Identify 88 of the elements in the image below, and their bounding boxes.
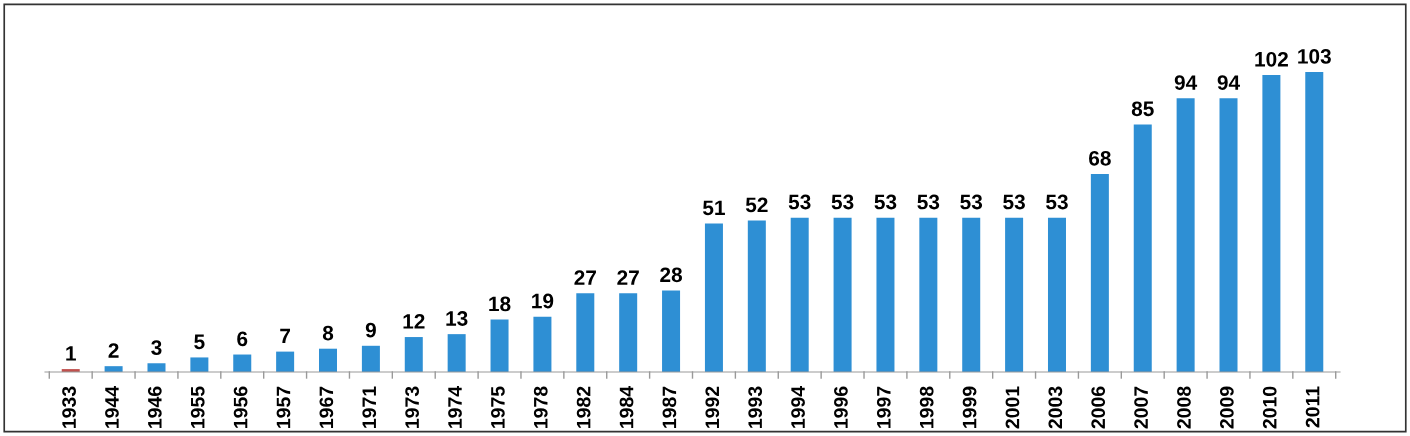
x-tick-label: 1992	[705, 386, 720, 428]
data-label: 13	[446, 311, 468, 326]
data-label: 9	[365, 322, 376, 338]
bar	[876, 217, 895, 372]
bar	[747, 220, 766, 372]
data-label: 85	[1131, 101, 1154, 117]
x-tick-label: 2008	[1177, 386, 1191, 429]
x-tick-label: 1973	[405, 386, 420, 428]
bar	[1262, 74, 1281, 372]
bar	[833, 217, 852, 372]
data-label: 68	[1089, 150, 1111, 166]
data-label: 19	[532, 293, 554, 309]
data-label: 12	[403, 314, 425, 329]
x-tick-label: 1955	[190, 386, 205, 428]
bar	[404, 337, 423, 372]
data-label: 27	[617, 270, 639, 285]
data-label: 94	[1174, 75, 1198, 90]
data-label: 18	[489, 296, 511, 312]
x-tick-label: 1944	[105, 385, 119, 428]
x-tick-label: 2011	[1305, 386, 1320, 428]
x-tick-label: 2009	[1219, 386, 1234, 429]
bar	[1047, 217, 1066, 372]
x-tick-label: 1996	[834, 386, 848, 428]
x-tick-label: 1971	[362, 386, 377, 428]
bar	[319, 348, 338, 372]
x-tick-label: 2006	[1091, 386, 1106, 429]
bar	[1005, 217, 1024, 372]
data-label: 52	[745, 197, 768, 213]
x-tick-label: 2007	[1134, 386, 1148, 429]
x-tick-label: 1975	[490, 386, 505, 428]
data-label: 53	[917, 194, 940, 210]
data-label: 2	[108, 343, 119, 358]
bar	[233, 354, 252, 372]
bar	[1176, 98, 1195, 372]
bar	[662, 290, 681, 372]
x-tick-label: 1957	[276, 386, 291, 428]
x-tick-label: 1997	[876, 386, 891, 428]
x-tick-label: 1982	[576, 386, 591, 428]
x-tick-label: 1984	[619, 385, 634, 428]
data-label: 103	[1298, 48, 1331, 64]
x-tick-label: 1974	[448, 385, 462, 428]
bar	[490, 319, 509, 372]
data-label: 102	[1255, 51, 1288, 67]
data-label: 53	[1003, 194, 1025, 210]
bar	[1219, 98, 1238, 372]
bar	[1090, 173, 1109, 372]
bar	[190, 357, 209, 372]
bar	[1305, 72, 1324, 372]
bar	[619, 293, 638, 372]
data-label: 51	[703, 200, 725, 216]
bar	[361, 345, 380, 372]
x-tick-label: 1967	[319, 386, 334, 428]
bar	[1133, 124, 1152, 372]
x-tick-label: 1946	[147, 386, 162, 428]
data-label: 53	[960, 194, 983, 210]
data-label: 5	[194, 334, 205, 350]
x-tick-label: 1978	[533, 386, 548, 428]
x-tick-label: 2003	[1048, 386, 1063, 429]
x-tick-label: 2001	[1005, 386, 1020, 429]
bar	[576, 293, 595, 372]
x-tick-label: 1999	[962, 386, 977, 428]
bar	[704, 223, 723, 372]
data-label: 8	[322, 325, 334, 341]
bar	[447, 334, 466, 372]
data-label: 94	[1217, 75, 1240, 90]
x-tick-label: 1993	[748, 386, 763, 428]
data-label: 3	[151, 340, 162, 356]
bar	[533, 316, 552, 372]
bar	[276, 351, 295, 372]
x-tick-label: 1956	[233, 386, 248, 428]
x-tick-label: 1994	[791, 385, 805, 428]
x-tick-label: 1987	[662, 386, 677, 428]
data-label: 7	[280, 328, 291, 344]
data-label: 53	[831, 194, 854, 210]
data-label: 53	[874, 194, 897, 210]
x-tick-label: 1998	[919, 386, 934, 428]
data-label: 6	[237, 331, 248, 347]
data-label: 27	[574, 270, 596, 285]
data-label: 53	[788, 194, 811, 210]
bar	[962, 217, 981, 372]
x-tick-label: 2010	[1262, 386, 1277, 429]
x-tick-label: 1933	[62, 386, 76, 428]
bar	[919, 217, 938, 372]
data-label: 28	[660, 267, 683, 283]
bar	[147, 363, 166, 372]
data-label: 53	[1046, 194, 1068, 210]
bar	[790, 217, 809, 372]
data-label: 1	[66, 346, 76, 361]
